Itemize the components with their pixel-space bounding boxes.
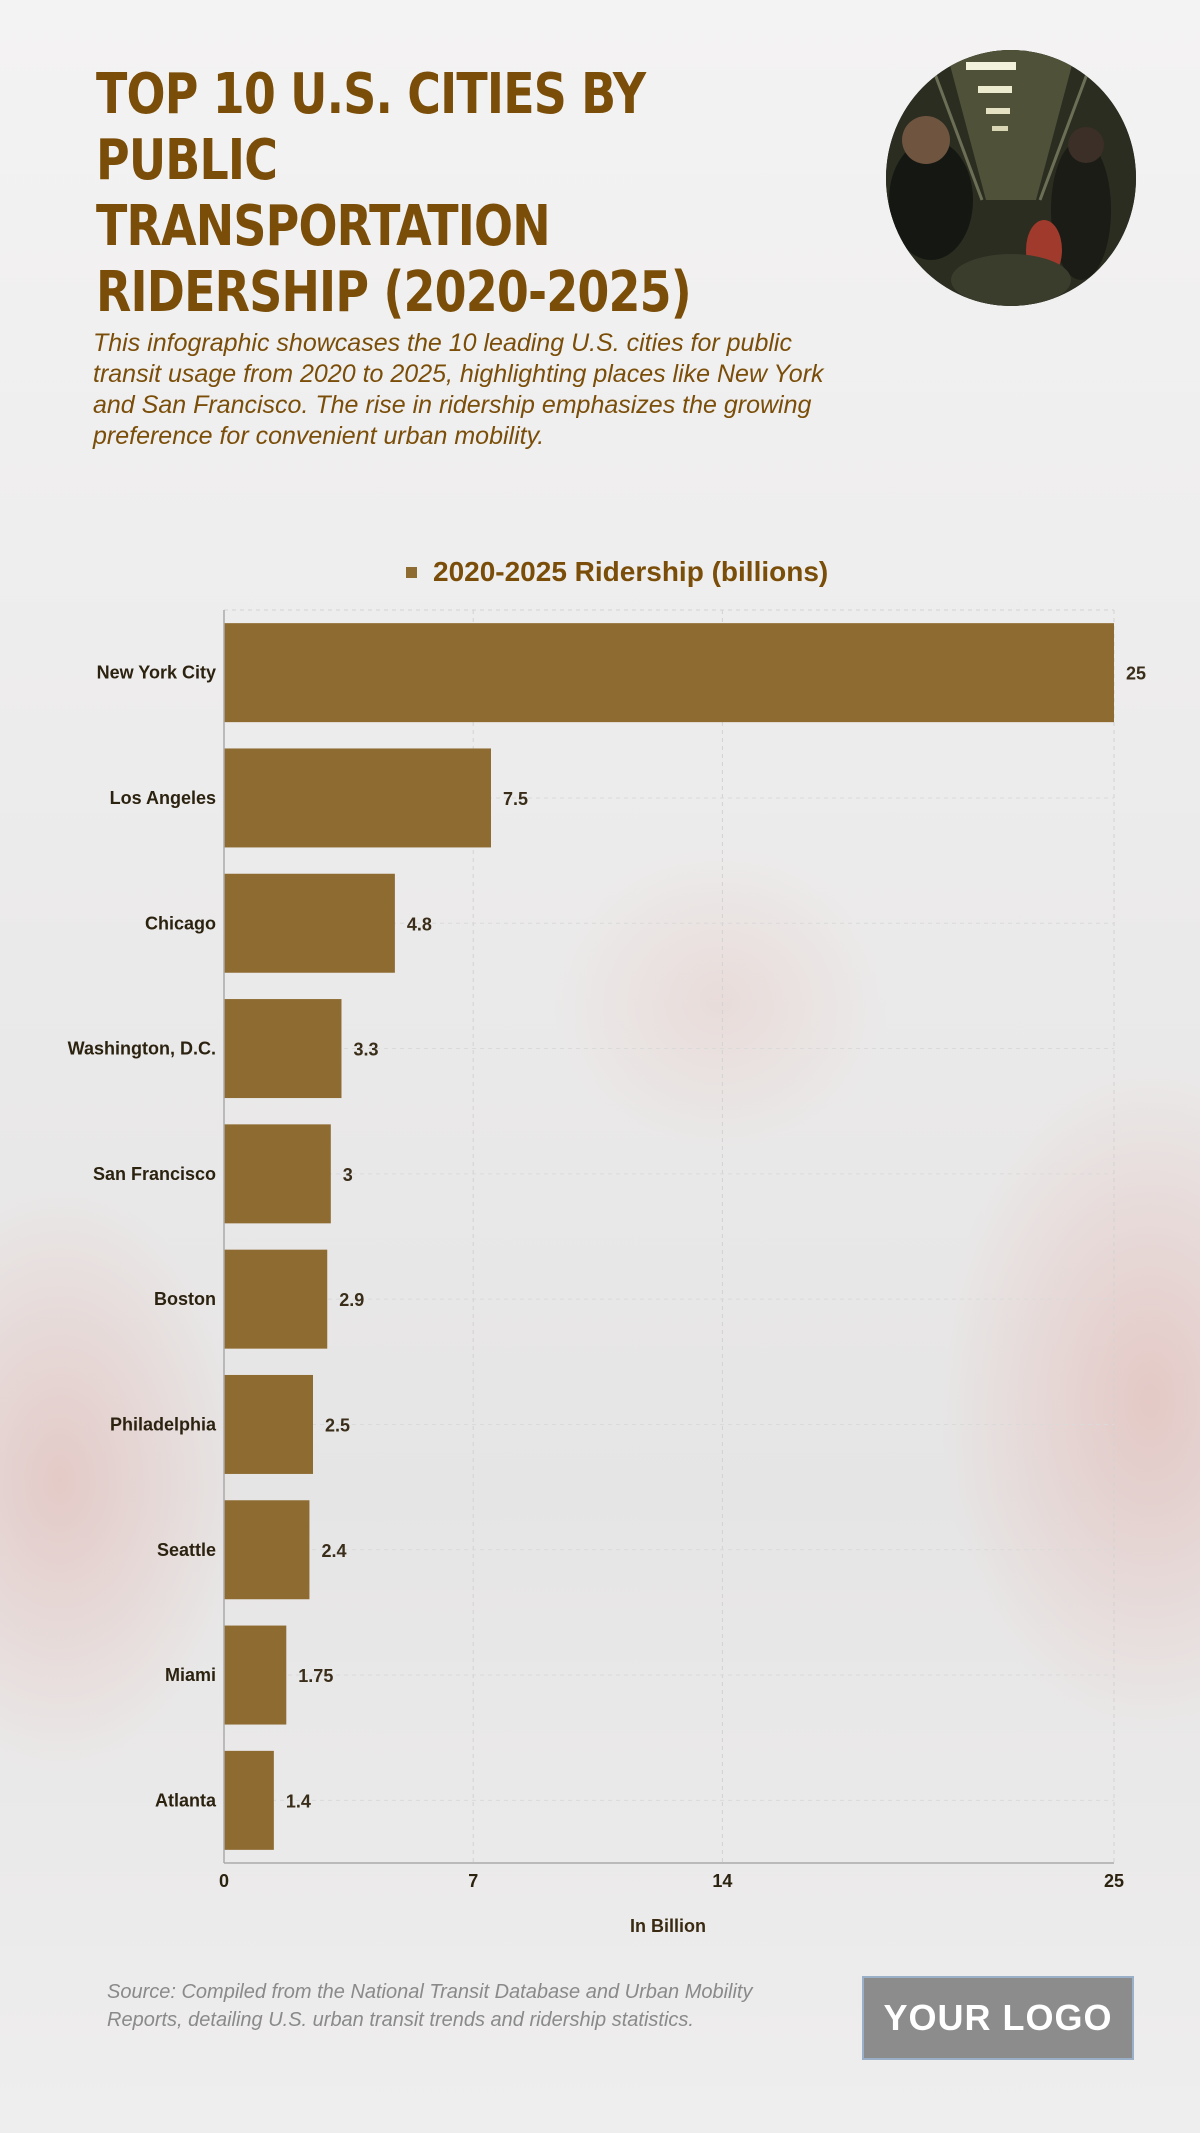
x-tick-label: 7 — [468, 1871, 478, 1891]
legend-swatch — [406, 566, 417, 578]
bar — [224, 1249, 328, 1349]
bar — [224, 1750, 274, 1850]
bar — [224, 623, 1114, 723]
category-label: Miami — [165, 1665, 216, 1685]
category-label: Boston — [154, 1289, 216, 1309]
bar — [224, 748, 491, 848]
value-label: 1.75 — [298, 1666, 333, 1686]
chart-legend: 2020-2025 Ridership (billions) — [406, 552, 828, 592]
category-label: Los Angeles — [110, 788, 216, 808]
value-label: 2.5 — [325, 1415, 350, 1435]
value-label: 1.4 — [286, 1791, 311, 1811]
logo-placeholder: YOUR LOGO — [862, 1976, 1134, 2060]
bar — [224, 873, 395, 973]
category-label: Atlanta — [155, 1790, 217, 1810]
value-label: 25 — [1126, 664, 1146, 684]
bar — [224, 1500, 310, 1600]
legend-label: 2020-2025 Ridership (billions) — [433, 556, 829, 587]
source-note: Source: Compiled from the National Trans… — [107, 1981, 753, 2031]
category-label: San Francisco — [93, 1164, 216, 1184]
bar — [224, 1374, 313, 1474]
value-label: 3 — [343, 1165, 353, 1185]
category-label: Washington, D.C. — [68, 1039, 216, 1059]
page-title: TOP 10 U.S. CITIES BY PUBLIC TRANSPORTAT… — [96, 62, 692, 325]
value-label: 4.8 — [407, 914, 432, 934]
value-label: 7.5 — [503, 789, 528, 809]
category-label: Philadelphia — [110, 1414, 217, 1434]
category-label: Seattle — [157, 1540, 216, 1560]
bar — [224, 1625, 287, 1725]
category-label: Chicago — [145, 913, 216, 933]
x-axis-title: In Billion — [630, 1916, 706, 1936]
value-label: 2.9 — [339, 1290, 364, 1310]
bar — [224, 1124, 331, 1224]
x-tick-label: 0 — [219, 1871, 229, 1891]
value-label: 2.4 — [321, 1541, 346, 1561]
x-tick-label: 14 — [712, 1871, 732, 1891]
page-subtitle: This infographic showcases the 10 leadin… — [93, 329, 824, 450]
subway-photo-illustration — [886, 50, 1136, 306]
subway-photo — [886, 50, 1136, 306]
x-tick-label: 25 — [1104, 1871, 1124, 1891]
bar — [224, 999, 342, 1099]
value-label: 3.3 — [353, 1040, 378, 1060]
category-label: New York City — [97, 663, 216, 683]
